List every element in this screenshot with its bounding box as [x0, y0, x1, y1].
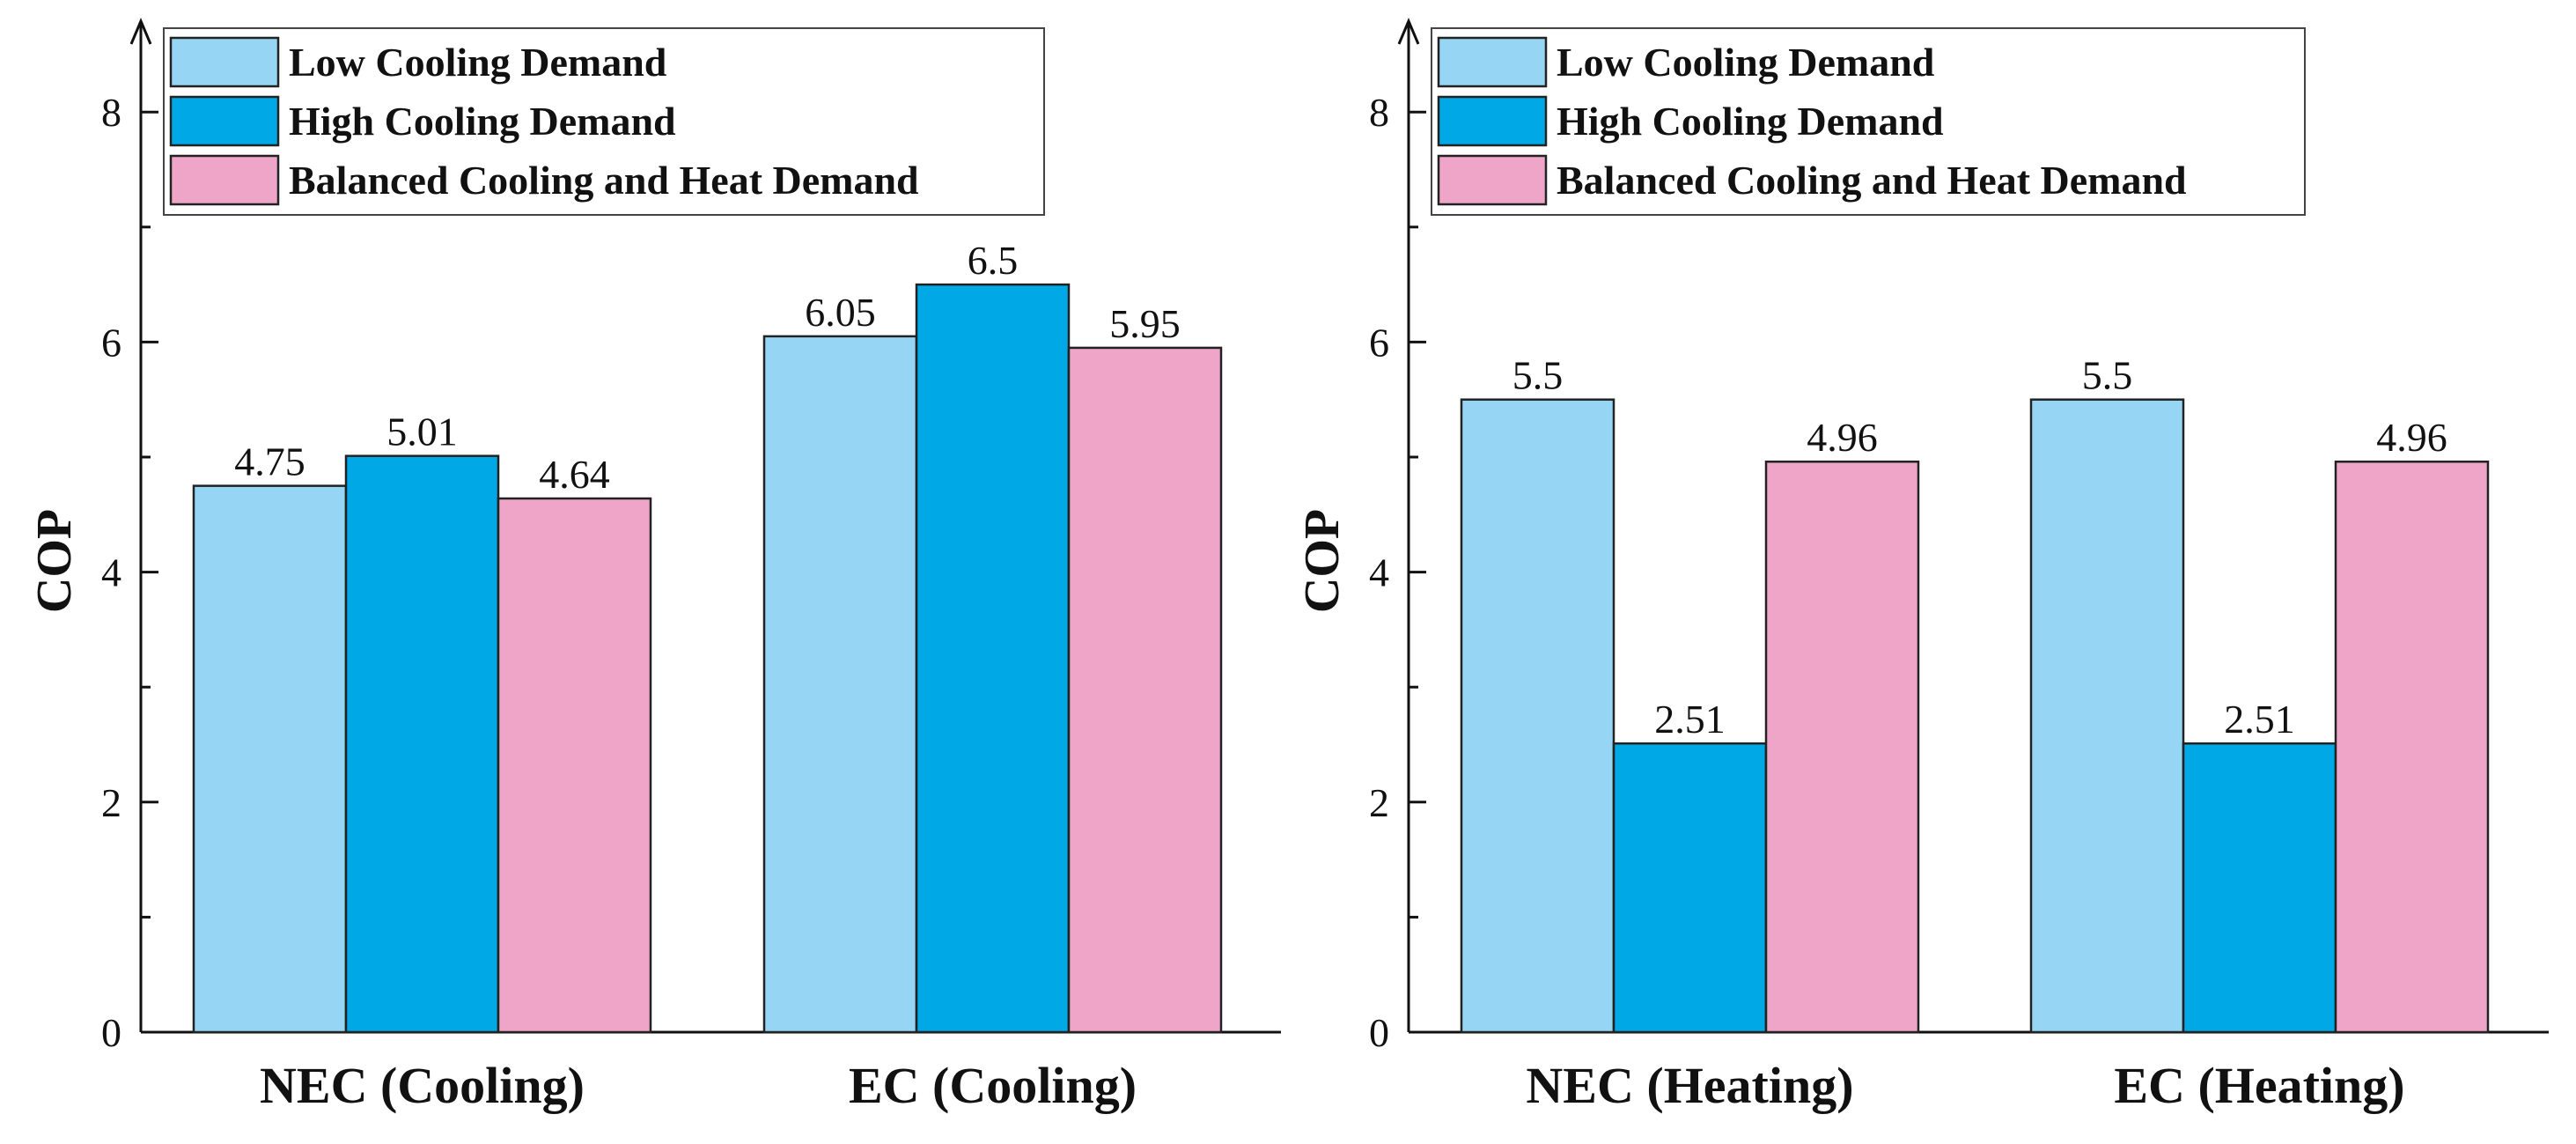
x-category-label: NEC (Cooling) [260, 1057, 585, 1114]
legend-swatch [169, 36, 280, 88]
bar [1067, 346, 1223, 1034]
y-axis-title: COP [1295, 509, 1350, 613]
bar [1460, 398, 1616, 1034]
legend: Low Cooling Demand High Cooling Demand Bal… [1431, 27, 2306, 216]
bar-value-label: 5.01 [386, 410, 458, 454]
left-chart-panel: 0 2 4 6 8 COP 4.75 5.01 4.64 NEC (Cooling) 6.05 6.5… [27, 18, 1281, 1114]
legend-swatch [1437, 36, 1548, 88]
legend-box [1431, 27, 2306, 216]
y-tick-label: 6 [101, 320, 121, 365]
y-tick-label: 8 [1369, 90, 1389, 135]
bar-value-label: 5.95 [1109, 301, 1181, 346]
right-chart-panel: 0 2 4 6 8 COP 5.5 2.51 4.96 NEC (Heating) 5.5 2.51 4… [1295, 18, 2549, 1114]
y-tick-label: 6 [1369, 320, 1389, 365]
bar [762, 335, 918, 1034]
bar-value-label: 5.5 [1512, 353, 1564, 398]
legend-label: Low Cooling Demand [289, 40, 667, 85]
legend-label: High Cooling Demand [1557, 99, 1944, 144]
legend-swatch [1437, 154, 1548, 206]
x-category-label: EC (Heating) [2114, 1057, 2404, 1114]
legend-label: High Cooling Demand [289, 99, 676, 144]
bar [1764, 460, 1920, 1034]
y-tick-label: 2 [1369, 780, 1389, 825]
x-category-label: NEC (Heating) [1526, 1057, 1853, 1114]
bar-value-label: 5.5 [2082, 353, 2133, 398]
legend-swatch [169, 154, 280, 206]
bar [497, 497, 652, 1034]
y-axis-title: COP [27, 509, 82, 613]
y-tick-label: 2 [101, 780, 121, 825]
bar [1612, 742, 1768, 1034]
bar-value-label: 2.51 [1654, 697, 1726, 742]
legend-label: Balanced Cooling and Heat Demand [1557, 158, 2187, 203]
legend-swatch [169, 95, 280, 147]
bar-value-label: 4.64 [539, 452, 610, 497]
y-tick-label: 4 [1369, 550, 1389, 595]
bar-value-label: 2.51 [2224, 697, 2295, 742]
legend-swatch [1437, 95, 1548, 147]
bar [2029, 398, 2185, 1034]
bar [2182, 742, 2337, 1034]
y-tick-label: 8 [101, 90, 121, 135]
bar [192, 484, 348, 1034]
bar-value-label: 4.96 [2376, 415, 2447, 460]
y-tick-label: 0 [1369, 1010, 1389, 1055]
bar [915, 283, 1071, 1034]
bar-value-label: 4.75 [234, 439, 305, 484]
x-category-label: EC (Cooling) [849, 1057, 1137, 1114]
y-axis-arrow [129, 18, 152, 45]
bar [344, 454, 500, 1034]
bar-value-label: 6.05 [805, 290, 876, 335]
bar-value-label: 6.5 [968, 238, 1019, 283]
legend: Low Cooling Demand High Cooling Demand Bal… [163, 27, 1045, 216]
bar [2334, 460, 2490, 1034]
y-tick-label: 4 [101, 550, 121, 595]
legend-box [163, 27, 1045, 216]
legend-label: Balanced Cooling and Heat Demand [289, 158, 919, 203]
y-tick-label: 0 [101, 1010, 121, 1055]
y-axis-arrow [1397, 18, 1420, 45]
bar-value-label: 4.96 [1807, 415, 1878, 460]
legend-label: Low Cooling Demand [1557, 40, 1935, 85]
